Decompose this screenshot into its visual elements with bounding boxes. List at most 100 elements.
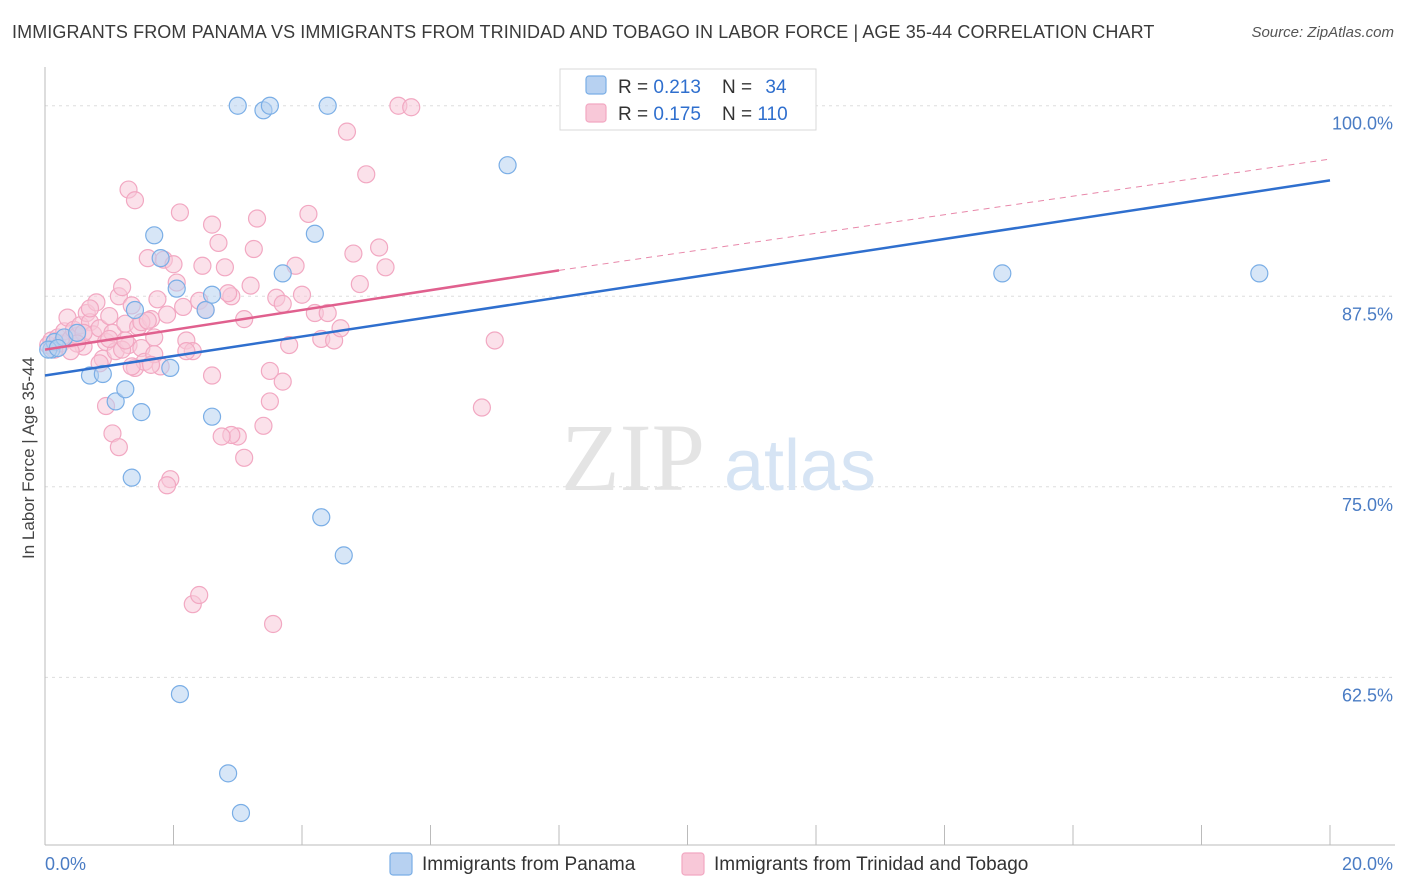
series-panama-points [39,96,1269,823]
trinidad-point-54 [247,209,267,228]
trinidad-point-107 [219,284,238,303]
panama-point-6 [106,392,125,411]
series-legend: Immigrants from Panama Immigrants from T… [389,852,1028,876]
trinidad-point-59 [280,335,299,355]
trinidad-point-96 [138,311,157,330]
trinidad-point-71 [370,238,389,257]
trinidad-point-37 [157,305,177,324]
trend-line-trinidad [44,269,560,351]
trinidad-point-70 [357,165,376,184]
x-tick-label-1: 20.0% [1342,854,1393,874]
trinidad-point-82 [190,585,209,605]
trinidad-point-85 [235,448,254,467]
trinidad-point-19 [100,306,119,326]
stats-n-trinidad: 110 [757,104,787,125]
trinidad-point-61 [292,285,312,304]
panama-point-8 [122,468,141,487]
panama-point-25 [305,224,324,243]
watermark-zip: ZIP [561,404,705,511]
trinidad-point-90 [109,438,128,457]
panama-point-9 [125,300,145,320]
axes [44,67,1395,846]
stats-swatch-trinidad [585,103,607,123]
legend-swatch-panama [389,852,413,876]
chart-title: IMMIGRANTS FROM PANAMA VS IMMIGRANTS FRO… [12,22,1155,42]
panama-point-3 [68,323,87,342]
y-tick-label-0: 100.0% [1332,114,1393,134]
y-tick-label-3: 62.5% [1342,685,1393,705]
trinidad-point-92 [212,427,231,446]
trinidad-point-87 [273,294,292,313]
trinidad-point-55 [254,416,273,435]
panama-point-29 [498,156,517,175]
trinidad-point-108 [116,331,135,350]
trinidad-point-62 [299,204,318,224]
trinidad-point-41 [170,203,190,222]
trinidad-point-106 [244,239,263,259]
grid-lines [45,105,1395,678]
trinidad-point-23 [112,278,132,297]
x-tick-labels: 0.0% 20.0% [45,854,1393,874]
trinidad-point-34 [148,290,167,309]
stats-legend: R = 0.213 N = 34 R = 0.175 N = 110 [559,68,817,131]
stats-swatch-panama [585,75,607,95]
legend-label-panama: Immigrants from Panama [422,854,636,875]
trinidad-point-56 [260,361,279,381]
trinidad-point-98 [80,299,100,318]
stats-n-label-panama: N = [722,77,757,98]
trinidad-point-66 [331,319,350,338]
y-tick-label-1: 87.5% [1342,304,1393,324]
x-tick-label-0: 0.0% [45,854,86,874]
panama-point-27 [318,96,337,115]
trinidad-point-103 [193,256,212,275]
panama-point-17 [202,285,222,304]
trinidad-point-69 [350,274,369,294]
panama-point-12 [151,249,170,268]
panama-point-10 [132,403,151,422]
trinidad-point-74 [402,98,421,117]
panama-point-23 [260,96,279,115]
trinidad-point-91 [177,342,196,361]
y-tick-label-2: 75.0% [1342,495,1393,515]
panama-point-15 [170,684,190,704]
panama-point-31 [1250,264,1269,283]
trend-line-panama [44,179,1331,377]
trinidad-point-93 [260,392,279,411]
panama-point-24 [273,264,292,283]
trinidad-point-58 [273,372,292,391]
trinidad-point-53 [241,276,260,295]
trinidad-point-94 [318,303,337,323]
stats-r-trinidad: 0.175 [653,104,701,125]
stats-n-label-trinidad: N = [722,104,757,125]
panama-point-28 [334,546,353,565]
watermark-atlas: atlas [724,426,876,506]
stats-r-label-trinidad: R = [618,104,653,125]
panama-point-26 [312,508,331,527]
trinidad-point-49 [215,258,234,277]
panama-point-18 [202,407,222,426]
trinidad-point-75 [472,398,491,417]
panama-point-7 [116,380,135,399]
stats-n-panama: 34 [765,77,787,98]
svg-text:N = 110: N = 110 [722,104,788,125]
panama-point-21 [231,803,251,823]
stats-r-label-panama: R = [618,77,653,98]
trinidad-point-42 [174,297,193,317]
panama-point-16 [196,300,215,320]
trinidad-point-68 [344,244,363,263]
y-tick-labels: 100.0% 87.5% 75.0% 62.5% [1332,114,1393,706]
panama-point-13 [161,358,180,378]
trinidad-point-76 [485,331,504,350]
panama-point-30 [993,264,1012,283]
panama-point-11 [145,226,164,245]
trinidad-point-67 [337,122,357,141]
trinidad-point-72 [376,258,395,277]
source-label: Source: ZipAtlas.com [1251,24,1394,41]
trinidad-point-48 [209,233,228,253]
svg-text:R = 0.175: R = 0.175 [618,104,701,125]
panama-point-14 [167,279,186,298]
trinidad-point-78 [125,191,145,210]
trinidad-point-47 [202,366,222,385]
trinidad-point-86 [202,215,222,234]
